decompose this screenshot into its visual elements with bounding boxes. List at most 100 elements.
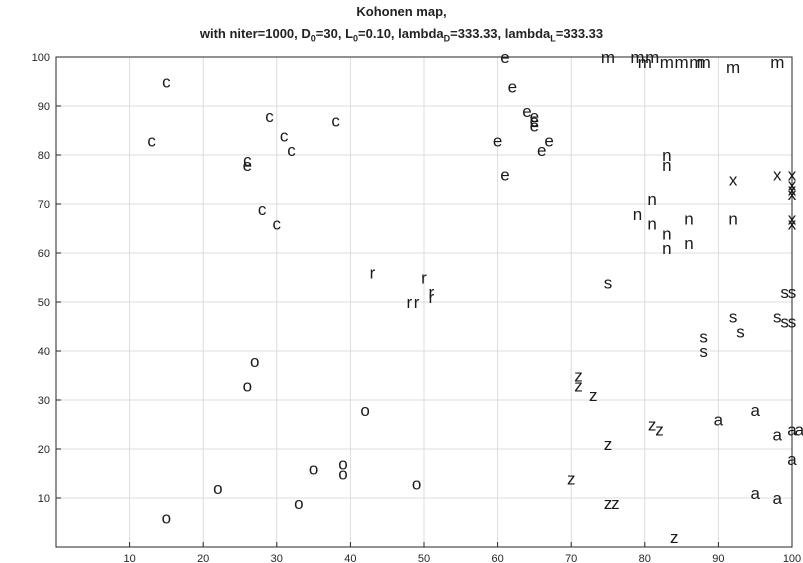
data-point-s: s	[788, 313, 797, 332]
data-point-n: n	[662, 224, 671, 243]
data-point-e: e	[522, 102, 531, 121]
data-point-e: e	[537, 141, 546, 160]
data-point-z: z	[604, 494, 613, 513]
x-tick-label: 10	[123, 553, 135, 563]
data-point-r: r	[429, 288, 435, 307]
data-point-o: o	[250, 352, 259, 371]
data-point-x: x	[788, 166, 797, 185]
data-point-c: c	[273, 215, 282, 234]
x-tick-label: 20	[197, 553, 209, 563]
y-tick-label: 90	[38, 101, 50, 113]
data-point-z: z	[574, 367, 583, 386]
subtitle-subscript: 0	[353, 33, 359, 44]
subtitle-text: with niter=1000, D	[199, 26, 311, 41]
data-point-s: s	[780, 313, 789, 332]
subtitle-text: =30, L	[315, 26, 354, 41]
data-point-s: s	[699, 327, 708, 346]
data-point-x: x	[788, 215, 797, 234]
subtitle-text: =333.33	[555, 26, 604, 41]
x-tick-label: 50	[418, 553, 430, 563]
y-tick-label: 80	[38, 150, 50, 162]
data-point-n: n	[728, 210, 737, 229]
data-point-x: x	[788, 180, 797, 199]
data-point-e: e	[530, 117, 539, 136]
data-point-a: a	[795, 420, 803, 439]
data-point-n: n	[662, 239, 671, 258]
data-point-a: a	[773, 489, 783, 508]
data-point-m: m	[660, 53, 674, 72]
data-point-m: m	[645, 48, 659, 67]
y-tick-label: 60	[38, 248, 50, 260]
x-tick-label: 100	[783, 553, 801, 563]
data-point-o: o	[338, 465, 347, 484]
data-point-c: c	[258, 200, 267, 219]
data-point-e: e	[508, 77, 517, 96]
data-point-z: z	[655, 420, 664, 439]
data-point-n: n	[684, 210, 693, 229]
data-point-o: o	[213, 479, 222, 498]
x-tick-label: 30	[271, 553, 283, 563]
data-point-o: o	[338, 455, 347, 474]
data-point-n: n	[662, 156, 671, 175]
data-point-s: s	[699, 342, 708, 361]
data-point-o: o	[162, 509, 171, 528]
data-point-a: a	[750, 484, 760, 503]
data-point-n: n	[647, 215, 656, 234]
data-point-o: o	[294, 494, 303, 513]
data-point-c: c	[265, 107, 274, 126]
data-point-m: m	[630, 48, 644, 67]
data-point-s: s	[736, 322, 745, 341]
subtitle-subscript: 0	[310, 33, 316, 44]
data-point-o: o	[243, 376, 252, 395]
data-point-m: m	[675, 53, 689, 72]
data-point-a: a	[787, 450, 797, 469]
data-point-z: z	[589, 386, 598, 405]
data-point-m: m	[697, 53, 711, 72]
data-point-x: x	[773, 166, 782, 185]
data-point-x: x	[729, 171, 738, 190]
data-point-r: r	[370, 264, 376, 283]
data-point-n: n	[662, 146, 671, 165]
data-point-s: s	[780, 283, 789, 302]
data-point-m: m	[726, 58, 740, 77]
data-point-c: c	[147, 131, 156, 150]
data-point-a: a	[787, 420, 797, 439]
data-point-e: e	[243, 156, 252, 175]
chart-title: Kohonen map,	[356, 4, 447, 19]
data-point-c: c	[287, 141, 296, 160]
chart-subtitle: with niter=1000, D0=30, L0=0.10, lambdaD…	[0, 26, 803, 44]
data-point-x: x	[788, 175, 797, 194]
data-point-e: e	[530, 107, 539, 126]
x-tick-label: 70	[565, 553, 577, 563]
data-point-x: x	[788, 210, 797, 229]
data-point-r: r	[429, 283, 435, 302]
data-point-c: c	[162, 73, 171, 92]
y-tick-label: 40	[38, 346, 50, 358]
data-point-e: e	[493, 131, 502, 150]
data-point-n: n	[684, 234, 693, 253]
data-point-z: z	[670, 528, 679, 547]
y-tick-label: 70	[38, 199, 50, 211]
data-point-x: x	[788, 185, 797, 204]
data-point-a: a	[773, 425, 783, 444]
data-point-r: r	[414, 293, 420, 312]
subtitle-subscript: L	[550, 33, 556, 44]
data-point-o: o	[412, 474, 421, 493]
data-point-m: m	[689, 53, 703, 72]
data-point-c: c	[280, 126, 289, 145]
data-point-z: z	[611, 494, 620, 513]
subtitle-subscript: D	[443, 33, 451, 44]
y-tick-label: 10	[38, 493, 50, 505]
x-tick-label: 60	[491, 553, 503, 563]
y-tick-label: 100	[32, 52, 50, 64]
data-point-m: m	[770, 53, 784, 72]
subtitle-text: =0.10, lambda	[358, 26, 444, 41]
data-point-e: e	[500, 166, 509, 185]
data-point-z: z	[567, 469, 576, 488]
subtitle-text: =333.33, lambda	[450, 26, 551, 41]
data-point-z: z	[604, 435, 613, 454]
data-point-s: s	[604, 273, 613, 292]
x-tick-label: 90	[712, 553, 724, 563]
data-point-a: a	[750, 401, 760, 420]
